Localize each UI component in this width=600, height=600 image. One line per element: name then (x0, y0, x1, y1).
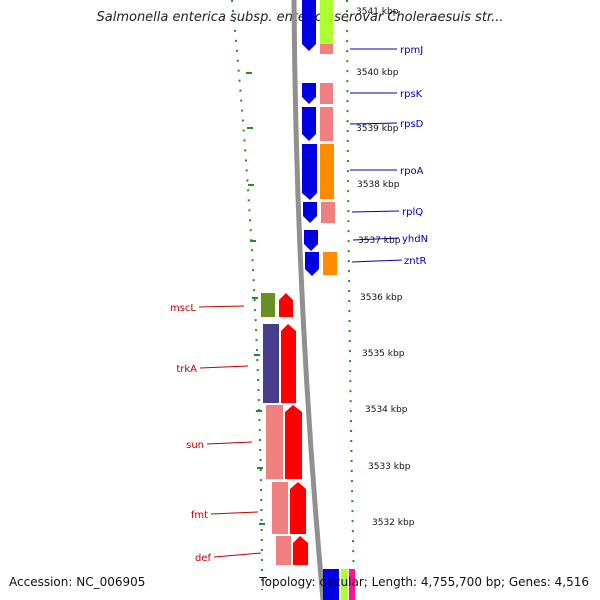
reverse-gene-labels: mscL trkA sun fmt def (170, 303, 212, 564)
forward-gene-blocks (302, 0, 337, 276)
map-title: Salmonella enterica subsp. enterica sero… (96, 10, 504, 25)
scale-label: 3538 kbp (357, 180, 400, 190)
scale-label: 3537 kbp (358, 236, 401, 246)
scale-label: 3541 kbp (356, 7, 399, 17)
gene-label: def (195, 553, 212, 564)
gene-label: trkA (176, 364, 197, 375)
gene-label: zntR (404, 256, 427, 267)
scale-label: 3533 kbp (368, 462, 411, 472)
bottom-edge-blocks (323, 569, 355, 600)
forward-gene-labels: rpmJ rpsK rpsD rpoA rplQ yhdN zntR (400, 45, 428, 267)
genome-summary-text: Topology: circular; Length: 4,755,700 bp… (259, 575, 589, 589)
gene-label: rpmJ (400, 45, 423, 56)
accession-text: Accession: NC_006905 (9, 575, 146, 589)
forward-label-leaders (349, 48, 403, 263)
scale-label: 3532 kbp (372, 518, 415, 528)
scale-label: 3539 kbp (356, 124, 399, 134)
gene-label: fmt (191, 510, 208, 521)
reverse-gene-blocks (261, 293, 308, 565)
reverse-label-leaders (198, 305, 262, 558)
gene-label: rpsD (400, 119, 424, 130)
outer-ring-ticks (246, 72, 265, 525)
gene-label: sun (186, 440, 204, 451)
gene-label: rplQ (402, 207, 423, 218)
scale-label: 3536 kbp (360, 293, 403, 303)
scale-label: 3534 kbp (365, 405, 408, 415)
scale-label: 3540 kbp (356, 68, 399, 78)
gene-label: rpsK (400, 89, 423, 100)
inner-dotted-ring (346, 0, 355, 591)
gene-label: mscL (170, 303, 196, 314)
scale-labels: 3541 kbp 3540 kbp 3539 kbp 3538 kbp 3537… (356, 7, 415, 528)
genome-backbone (291, 0, 326, 600)
gene-label: yhdN (402, 234, 428, 245)
scale-label: 3535 kbp (362, 349, 405, 359)
gene-label: rpoA (400, 166, 424, 177)
outer-dotted-ring (231, 0, 263, 591)
